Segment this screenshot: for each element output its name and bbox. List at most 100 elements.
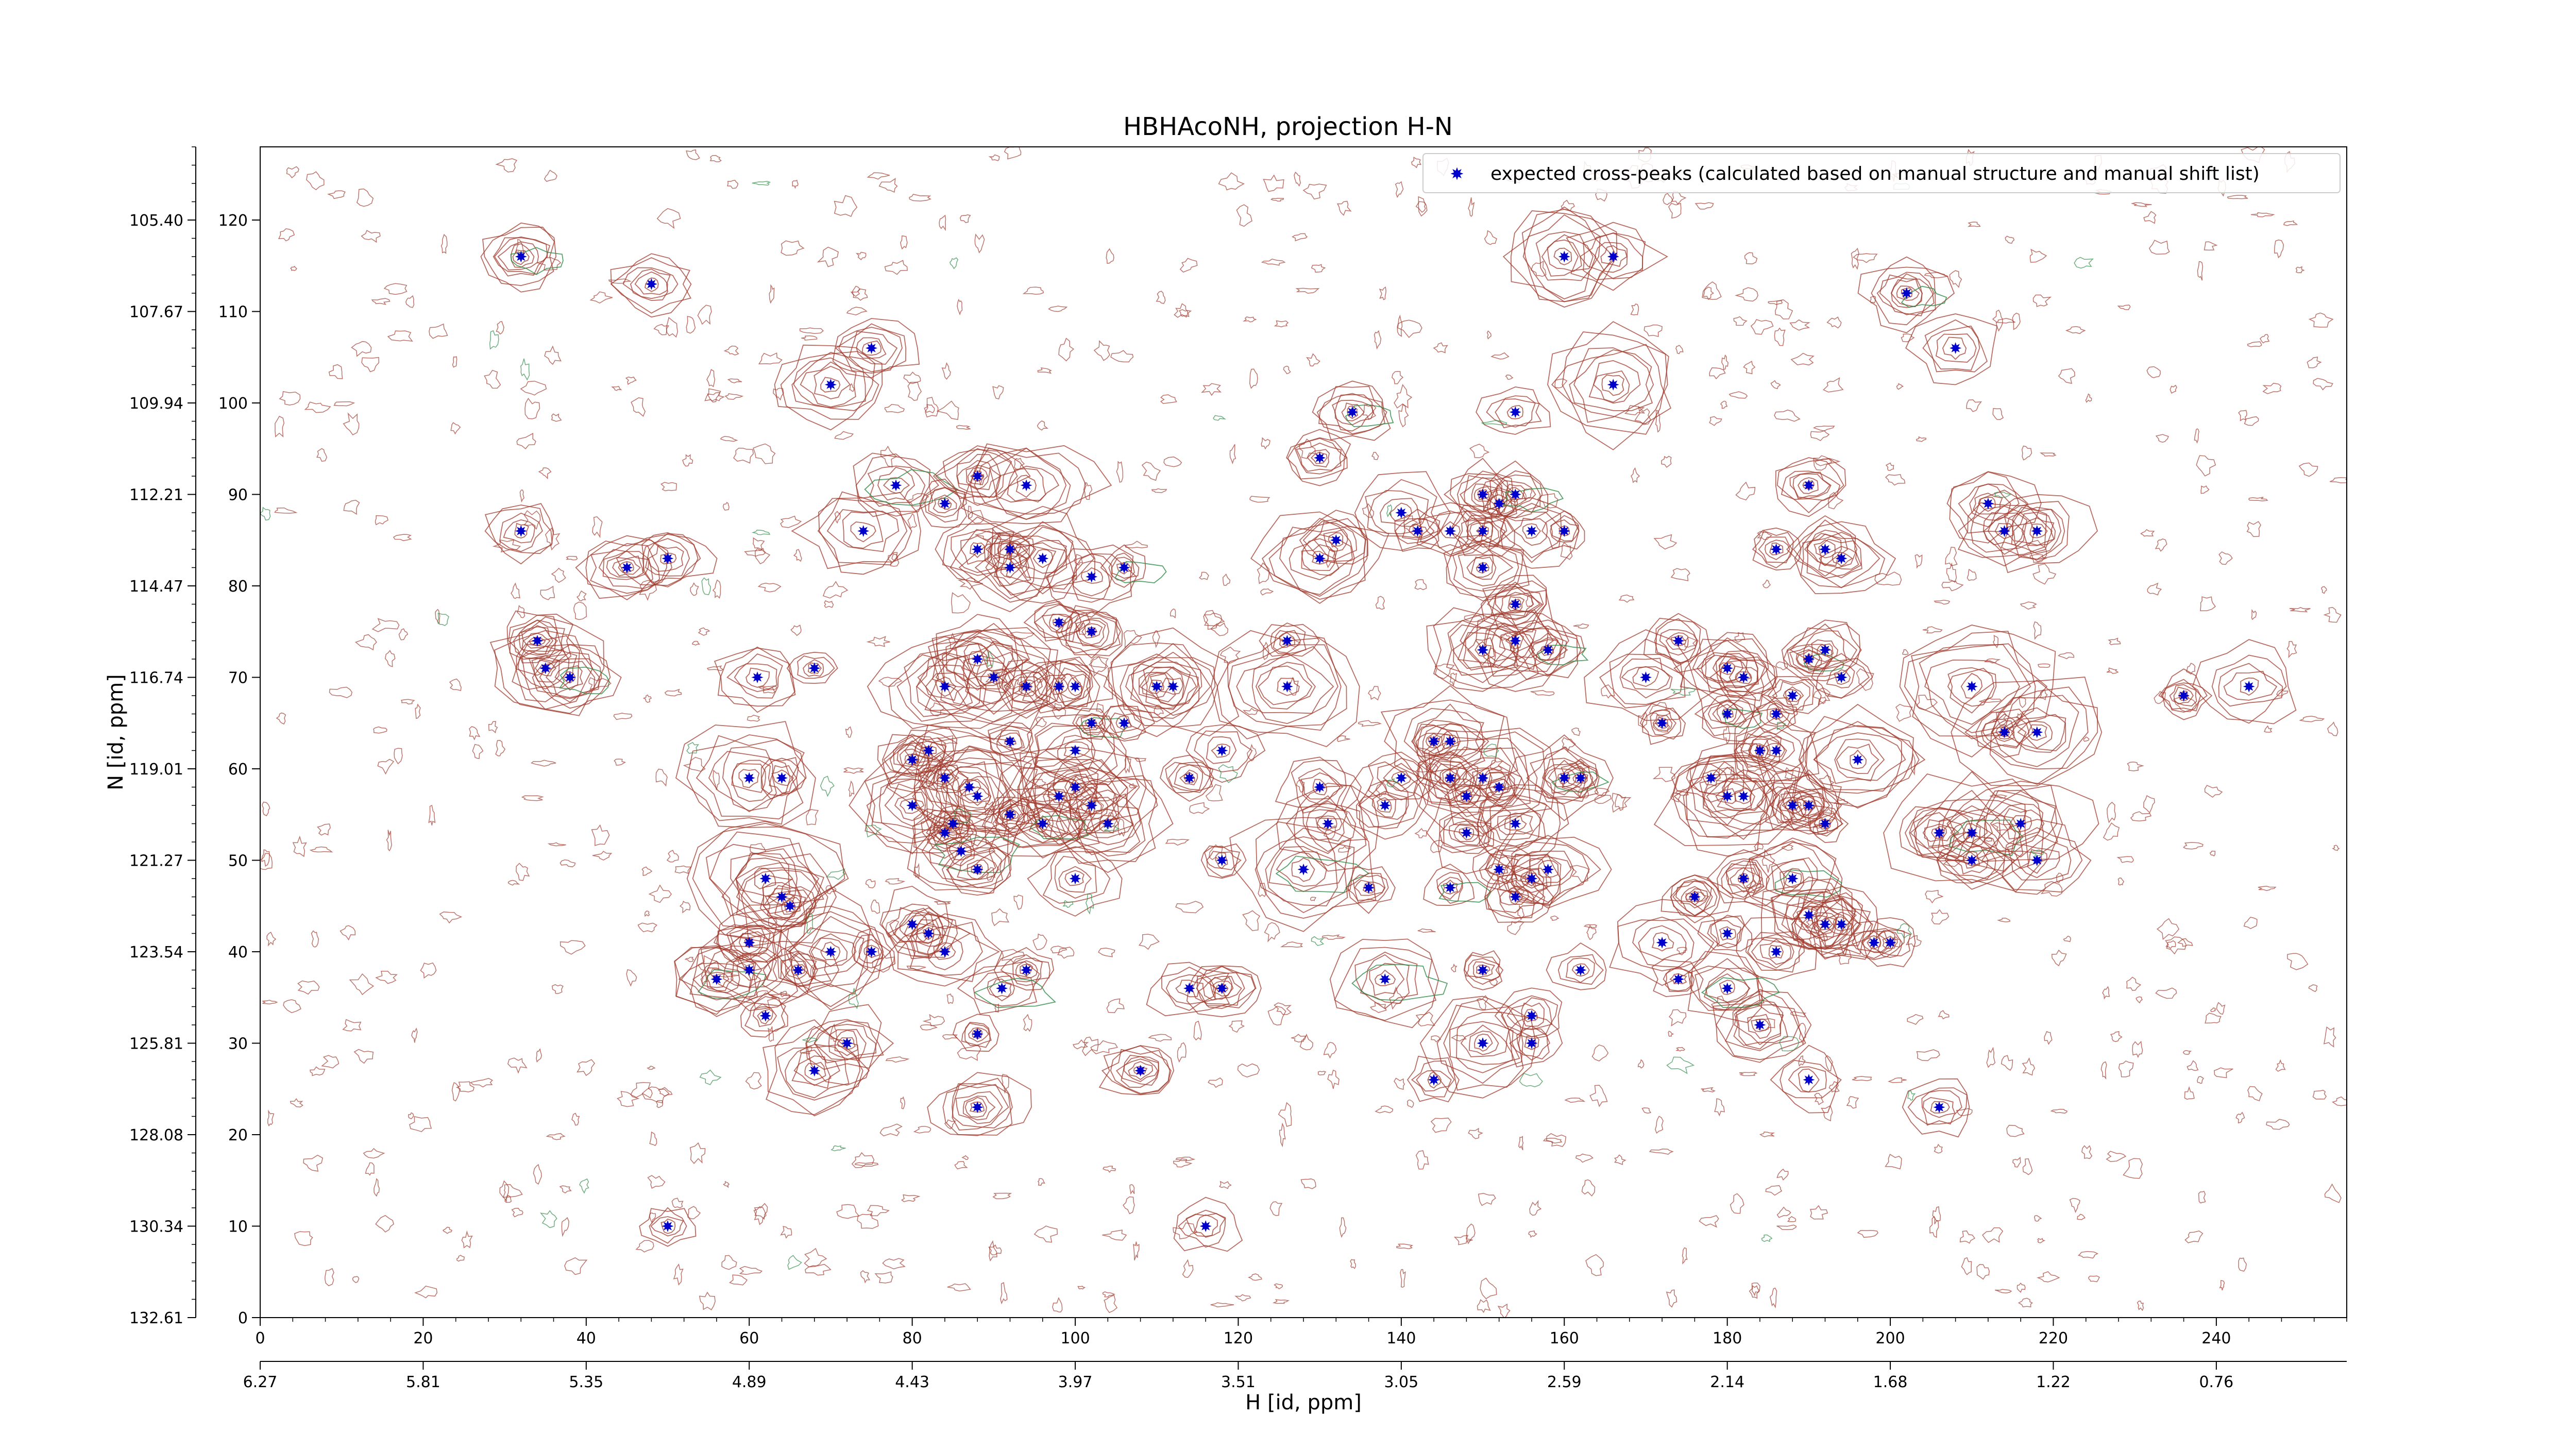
noise-contour bbox=[1321, 934, 1346, 940]
noise-contour bbox=[1477, 1299, 1491, 1313]
cross-peak-point bbox=[1477, 964, 1489, 976]
peak-contour bbox=[1312, 380, 1394, 441]
noise-contour bbox=[1526, 595, 1534, 607]
noise-contour bbox=[806, 809, 819, 825]
noise-contour bbox=[452, 356, 457, 368]
noise-contour bbox=[1102, 1291, 1115, 1298]
noise-contour bbox=[1375, 1105, 1394, 1114]
noise-contour bbox=[967, 506, 973, 519]
noise-contour bbox=[913, 1125, 931, 1134]
noise-contour bbox=[974, 233, 985, 254]
noise-contour bbox=[2056, 872, 2064, 884]
noise-contour bbox=[2033, 621, 2042, 640]
noise-contour bbox=[1270, 198, 1284, 202]
noise-contour bbox=[420, 962, 437, 979]
noise-contour bbox=[957, 577, 984, 590]
noise-contour bbox=[709, 155, 722, 162]
noise-contour bbox=[456, 1255, 465, 1262]
cross-peak-point bbox=[1037, 818, 1049, 830]
cross-peak-point bbox=[939, 946, 951, 958]
noise-contour bbox=[1000, 1282, 1008, 1305]
noise-contour bbox=[2299, 716, 2325, 722]
noise-contour bbox=[1205, 784, 1223, 801]
cross-peak-point bbox=[1509, 598, 1521, 611]
cross-peak-point bbox=[1803, 909, 1815, 921]
noise-contour bbox=[2247, 341, 2262, 347]
noise-contour bbox=[1386, 504, 1392, 518]
noise-contour bbox=[1009, 631, 1035, 639]
noise-contour bbox=[1655, 1116, 1664, 1134]
x-ppm-tick-label: 1.22 bbox=[2036, 1373, 2071, 1391]
noise-contour bbox=[879, 1123, 903, 1137]
cross-peak-point bbox=[1281, 635, 1293, 647]
noise-contour bbox=[1776, 721, 1786, 731]
cross-peak-point bbox=[1118, 717, 1130, 729]
noise-contour bbox=[492, 539, 521, 553]
noise-contour bbox=[1080, 787, 1103, 805]
cross-peak-point bbox=[1770, 744, 1783, 757]
noise-contour bbox=[801, 335, 818, 341]
noise-contour bbox=[375, 970, 398, 984]
peak-contour bbox=[1103, 627, 1240, 737]
noise-contour bbox=[1160, 394, 1177, 404]
noise-contour bbox=[1201, 383, 1222, 396]
noise-contour bbox=[2198, 1190, 2206, 1204]
x-tick-label: 200 bbox=[1875, 1329, 1905, 1347]
noise-contour bbox=[1175, 901, 1204, 914]
cross-peak-point bbox=[1086, 570, 1098, 583]
noise-contour bbox=[992, 385, 1004, 400]
noise-contour bbox=[2209, 850, 2216, 857]
noise-contour bbox=[649, 1212, 656, 1224]
noise-contour bbox=[790, 625, 802, 636]
peak-contour bbox=[480, 222, 564, 293]
noise-contour bbox=[1222, 574, 1231, 586]
cross-peak-point bbox=[1737, 872, 1750, 885]
noise-contour bbox=[949, 257, 959, 269]
peak-contour bbox=[1276, 782, 1379, 872]
noise-contour bbox=[884, 260, 908, 275]
noise-contour bbox=[496, 321, 504, 335]
noise-contour bbox=[2081, 1145, 2093, 1159]
cross-peak-point bbox=[1069, 680, 1081, 693]
cross-peak-point bbox=[1509, 406, 1521, 418]
noise-contour bbox=[1649, 702, 1671, 718]
noise-contour bbox=[854, 1162, 879, 1167]
noise-contour bbox=[536, 1048, 542, 1063]
noise-contour bbox=[343, 412, 360, 435]
noise-contour bbox=[2200, 485, 2210, 494]
peak-contour bbox=[786, 651, 838, 684]
noise-contour bbox=[1260, 588, 1274, 596]
noise-contour bbox=[2021, 445, 2032, 461]
noise-contour bbox=[2001, 1055, 2013, 1071]
noise-contour bbox=[780, 1226, 792, 1239]
cross-peak-point bbox=[1607, 378, 1619, 391]
noise-contour bbox=[836, 1204, 860, 1219]
noise-contour bbox=[573, 601, 587, 620]
noise-contour bbox=[780, 515, 802, 528]
noise-contour bbox=[1870, 296, 1876, 304]
noise-contour bbox=[989, 1240, 997, 1262]
y-tick-label: 50 bbox=[228, 852, 248, 870]
noise-contour bbox=[631, 397, 646, 417]
noise-contour bbox=[1561, 199, 1575, 211]
noise-contour bbox=[435, 609, 440, 625]
noise-contour bbox=[1586, 924, 1597, 940]
noise-contour bbox=[1483, 744, 1499, 757]
noise-contour bbox=[1267, 1006, 1286, 1025]
noise-contour bbox=[303, 1154, 324, 1172]
noise-contour bbox=[834, 195, 858, 217]
noise-contour bbox=[2126, 976, 2142, 991]
noise-contour bbox=[409, 1116, 432, 1133]
peak-contour bbox=[2192, 639, 2297, 724]
x-ppm-tick-label: 3.51 bbox=[1221, 1373, 1256, 1391]
noise-contour bbox=[690, 582, 699, 596]
noise-contour bbox=[2204, 241, 2218, 251]
cross-peak-point bbox=[1020, 479, 1032, 492]
noise-contour bbox=[922, 1014, 945, 1026]
noise-contour bbox=[1601, 684, 1615, 699]
noise-contour bbox=[321, 1055, 340, 1069]
noise-contour bbox=[986, 867, 996, 881]
noise-contour bbox=[1634, 406, 1651, 425]
noise-contour bbox=[2250, 212, 2275, 217]
noise-contour bbox=[2005, 235, 2015, 244]
